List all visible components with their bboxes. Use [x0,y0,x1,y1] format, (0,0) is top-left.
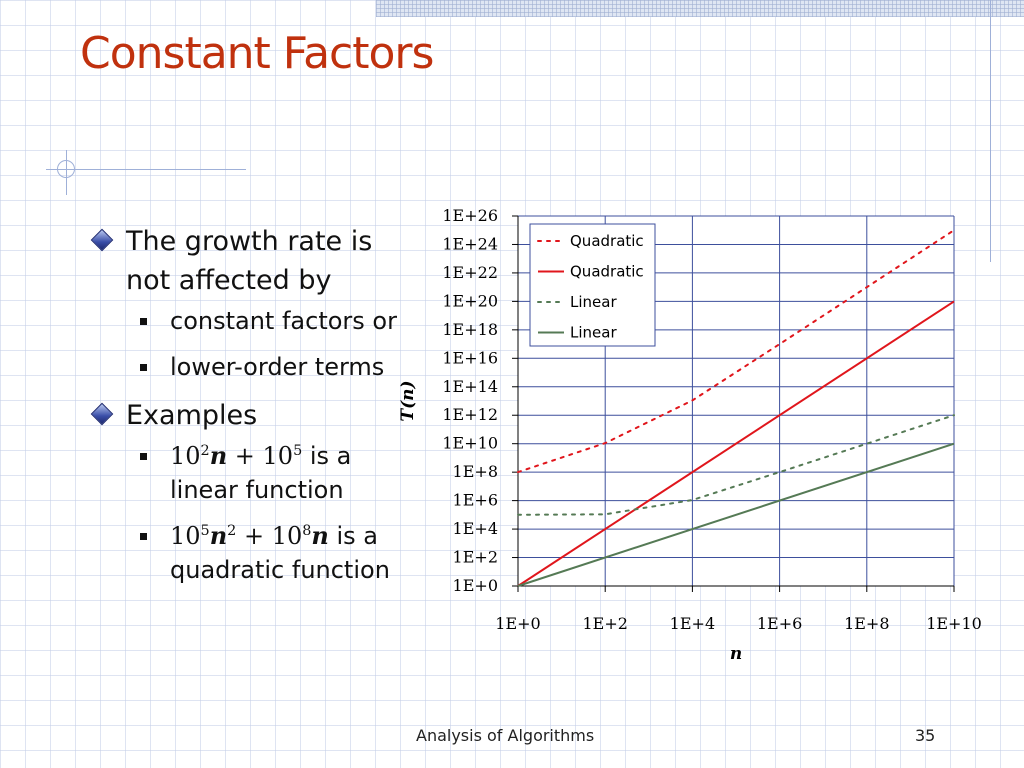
y-tick-label: 1E+14 [442,377,498,396]
bullet-text: Examples [126,400,258,431]
slide-title: Constant Factors [80,28,434,79]
page-number: 35 [915,726,936,745]
series-line-quadratic-solid [517,300,955,587]
bullet-examples: Examples [88,396,433,435]
x-tick-label: 1E+10 [926,614,982,633]
series-line-linear-dotted [517,414,955,516]
example-linear-function: 102n + 105 is a linear function [88,439,433,507]
legend-box [529,223,656,347]
y-tick-label: 1E+22 [442,263,498,282]
square-bullet-icon [140,533,147,540]
legend-label: Linear [570,293,617,311]
y-tick-label: 1E+18 [442,320,498,339]
x-tick-label: 1E+4 [670,614,715,633]
y-tick-label: 1E+16 [442,348,498,367]
sub-bullet-constant-factors: constant factors or [88,304,433,338]
example-tail: is a [328,522,378,550]
x-tick-label: 1E+0 [495,614,540,633]
decorative-left-horizontal-line [46,169,246,170]
example-text-line2: linear function [170,476,344,504]
quadratic-expression: 105n2 + 108n [170,521,329,550]
y-tick-label: 1E+6 [453,491,498,510]
y-tick-label: 1E+26 [442,206,498,225]
legend-label: Quadratic [570,263,644,281]
example-text-line2: quadratic function [170,556,390,584]
y-tick-label: 1E+2 [453,548,498,567]
decorative-top-band [376,0,1024,17]
y-tick-label: 1E+10 [442,434,498,453]
example-quadratic-function: 105n2 + 108n is a quadratic function [88,519,433,587]
series-line-quadratic-dotted [517,229,955,474]
x-tick-label: 1E+2 [582,614,627,633]
series-line-linear-solid [517,442,955,587]
legend-label: Linear [570,324,617,342]
decorative-right-vertical-line [990,0,991,262]
y-tick-label: 1E+20 [442,291,498,310]
x-axis-label: n [730,644,742,664]
y-tick-label: 1E+0 [453,576,498,595]
sub-bullet-text: lower-order terms [170,353,385,381]
square-bullet-icon [140,318,147,325]
legend-label: Quadratic [570,232,644,250]
square-bullet-icon [140,453,147,460]
bullet-text-line1: The growth rate is [126,226,373,257]
x-tick-label: 1E+6 [757,614,802,633]
footer-text: Analysis of Algorithms [416,726,595,745]
bullet-list: The growth rate is not affected by const… [88,222,433,599]
y-tick-label: 1E+24 [442,234,498,253]
sub-bullet-text: constant factors or [170,307,397,335]
example-tail: is a [302,442,352,470]
sub-bullet-lower-order-terms: lower-order terms [88,350,433,384]
x-tick-label: 1E+8 [844,614,889,633]
y-tick-label: 1E+4 [453,519,498,538]
bullet-growth-rate: The growth rate is not affected by [88,222,433,300]
linear-expression: 102n + 105 [170,441,303,470]
y-axis-label: T(n) [398,380,418,421]
decorative-circle [57,160,75,178]
bullet-text-line2: not affected by [126,265,332,296]
y-tick-label: 1E+12 [442,405,498,424]
square-bullet-icon [140,364,147,371]
y-tick-label: 1E+8 [453,462,498,481]
